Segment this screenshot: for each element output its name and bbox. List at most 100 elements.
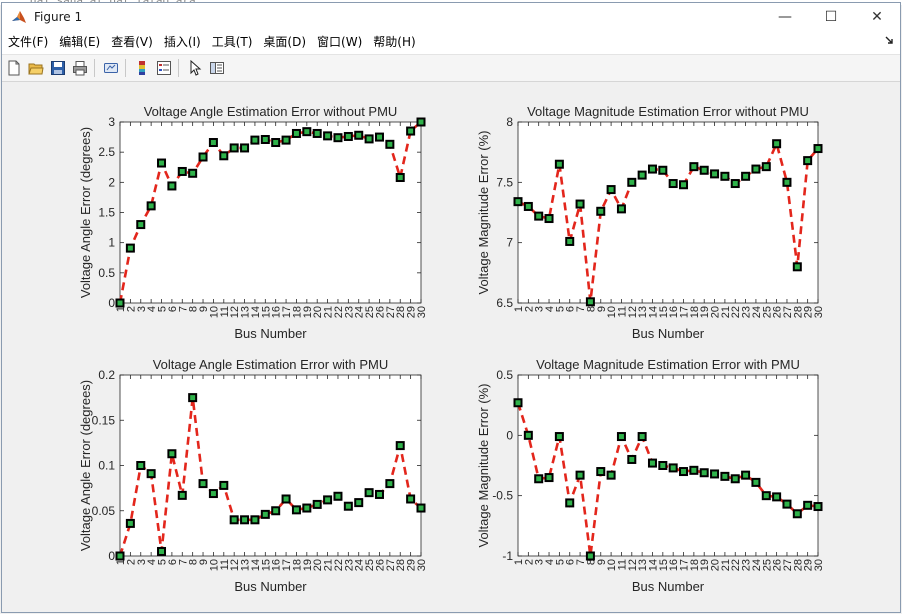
data-point-marker xyxy=(157,546,167,556)
y-tick-label: 3 xyxy=(108,115,115,129)
menu-file[interactable]: 文件(F) xyxy=(8,35,49,49)
data-point-marker xyxy=(260,509,270,519)
data-point-marker xyxy=(323,131,333,141)
chart-title: Voltage Angle Estimation Error with PMU xyxy=(153,357,389,372)
x-tick-label: 27 xyxy=(385,559,397,571)
open-file-button[interactable] xyxy=(26,58,46,78)
link-button[interactable] xyxy=(101,58,121,78)
close-button[interactable]: ✕ xyxy=(871,9,883,25)
data-point-marker xyxy=(523,430,533,440)
data-point-marker xyxy=(544,473,554,483)
x-tick-label: 30 xyxy=(416,306,428,318)
x-tick-label: 1 xyxy=(115,559,127,565)
x-tick-label: 13 xyxy=(637,306,649,318)
y-axis-label: Voltage Angle Error (degrees) xyxy=(78,380,93,551)
data-point-marker xyxy=(271,138,281,148)
x-tick-label: 26 xyxy=(772,559,784,571)
x-tick-label: 25 xyxy=(364,559,376,571)
y-tick-label: 1 xyxy=(108,236,115,250)
x-tick-label: 16 xyxy=(271,559,283,571)
data-point-marker xyxy=(658,461,668,470)
y-tick-label: 0.2 xyxy=(98,368,115,382)
colorbar-button[interactable] xyxy=(132,58,152,78)
x-tick-label: 28 xyxy=(792,306,804,318)
menu-insert[interactable]: 插入(I) xyxy=(163,35,201,49)
data-point-marker xyxy=(395,173,405,183)
data-point-marker xyxy=(565,236,575,246)
x-tick-label: 5 xyxy=(157,559,169,565)
y-tick-label: 0 xyxy=(108,549,115,563)
data-point-marker xyxy=(115,551,125,561)
data-point-marker xyxy=(364,134,374,144)
data-point-marker xyxy=(637,432,647,442)
x-tick-label: 6 xyxy=(565,559,577,565)
y-tick-label: 6.5 xyxy=(496,296,513,310)
x-tick-label: 27 xyxy=(385,306,397,318)
x-tick-label: 18 xyxy=(689,306,701,318)
y-tick-label: -1 xyxy=(502,549,513,563)
data-point-marker xyxy=(406,126,416,136)
menu-view[interactable]: 查看(V) xyxy=(111,35,153,49)
data-point-marker xyxy=(374,489,384,499)
data-point-marker xyxy=(565,498,575,508)
data-point-marker xyxy=(585,551,595,561)
y-tick-label: 0.1 xyxy=(98,459,115,473)
data-point-marker xyxy=(782,177,792,187)
menu-tools[interactable]: 工具(T) xyxy=(211,35,253,49)
x-tick-label: 4 xyxy=(544,306,556,312)
pointer-button[interactable] xyxy=(185,58,205,78)
x-tick-label: 26 xyxy=(374,559,386,571)
data-point-marker xyxy=(125,243,135,253)
data-point-marker xyxy=(710,469,720,479)
y-axis-label: Voltage Angle Error (degrees) xyxy=(78,127,93,298)
plot-area xyxy=(119,121,422,304)
save-button[interactable] xyxy=(48,58,68,78)
data-point-marker xyxy=(585,297,595,307)
property-inspector-button[interactable] xyxy=(207,58,227,78)
data-point-marker xyxy=(406,494,416,504)
menu-help[interactable]: 帮助(H) xyxy=(373,35,416,49)
data-point-marker xyxy=(575,199,585,209)
minimize-button[interactable]: — xyxy=(778,9,792,25)
data-point-marker xyxy=(323,495,333,505)
new-figure-button[interactable] xyxy=(4,58,24,78)
data-point-marker xyxy=(167,181,177,191)
x-tick-label: 19 xyxy=(302,559,314,571)
x-tick-label: 22 xyxy=(730,306,742,318)
x-axis-label: Bus Number xyxy=(632,326,705,341)
menu-edit[interactable]: 编辑(E) xyxy=(59,35,101,49)
y-tick-label: -0.5 xyxy=(492,489,513,503)
menu-desktop[interactable]: 桌面(D) xyxy=(263,35,307,49)
chart-2: Voltage Magnitude Estimation Error witho… xyxy=(476,104,825,341)
maximize-button[interactable]: ☐ xyxy=(824,9,838,25)
x-tick-label: 18 xyxy=(291,559,303,571)
data-point-marker xyxy=(281,135,291,145)
x-tick-label: 3 xyxy=(534,306,546,312)
data-point-marker xyxy=(606,470,616,480)
x-tick-label: 7 xyxy=(177,559,189,565)
data-point-marker xyxy=(679,467,689,477)
data-point-marker xyxy=(374,132,384,142)
data-point-marker xyxy=(575,470,585,480)
print-button[interactable] xyxy=(70,58,90,78)
x-tick-label: 11 xyxy=(219,559,231,570)
x-tick-label: 14 xyxy=(647,306,659,318)
x-tick-label: 14 xyxy=(250,306,262,318)
data-point-marker xyxy=(260,134,270,144)
x-tick-label: 2 xyxy=(523,559,535,565)
data-point-marker xyxy=(250,515,260,525)
legend-button[interactable] xyxy=(154,58,174,78)
data-point-marker xyxy=(177,166,187,176)
matlab-logo-icon xyxy=(11,9,27,25)
dock-arrow-icon[interactable] xyxy=(885,36,894,45)
data-point-marker xyxy=(333,491,343,501)
x-tick-label: 13 xyxy=(637,559,649,571)
x-tick-label: 20 xyxy=(312,559,324,571)
data-point-marker xyxy=(281,494,291,504)
x-tick-label: 6 xyxy=(167,559,179,565)
data-point-marker xyxy=(146,201,156,211)
menu-window[interactable]: 窗口(W) xyxy=(317,35,363,49)
x-tick-label: 27 xyxy=(782,306,794,318)
data-point-marker xyxy=(385,139,395,149)
